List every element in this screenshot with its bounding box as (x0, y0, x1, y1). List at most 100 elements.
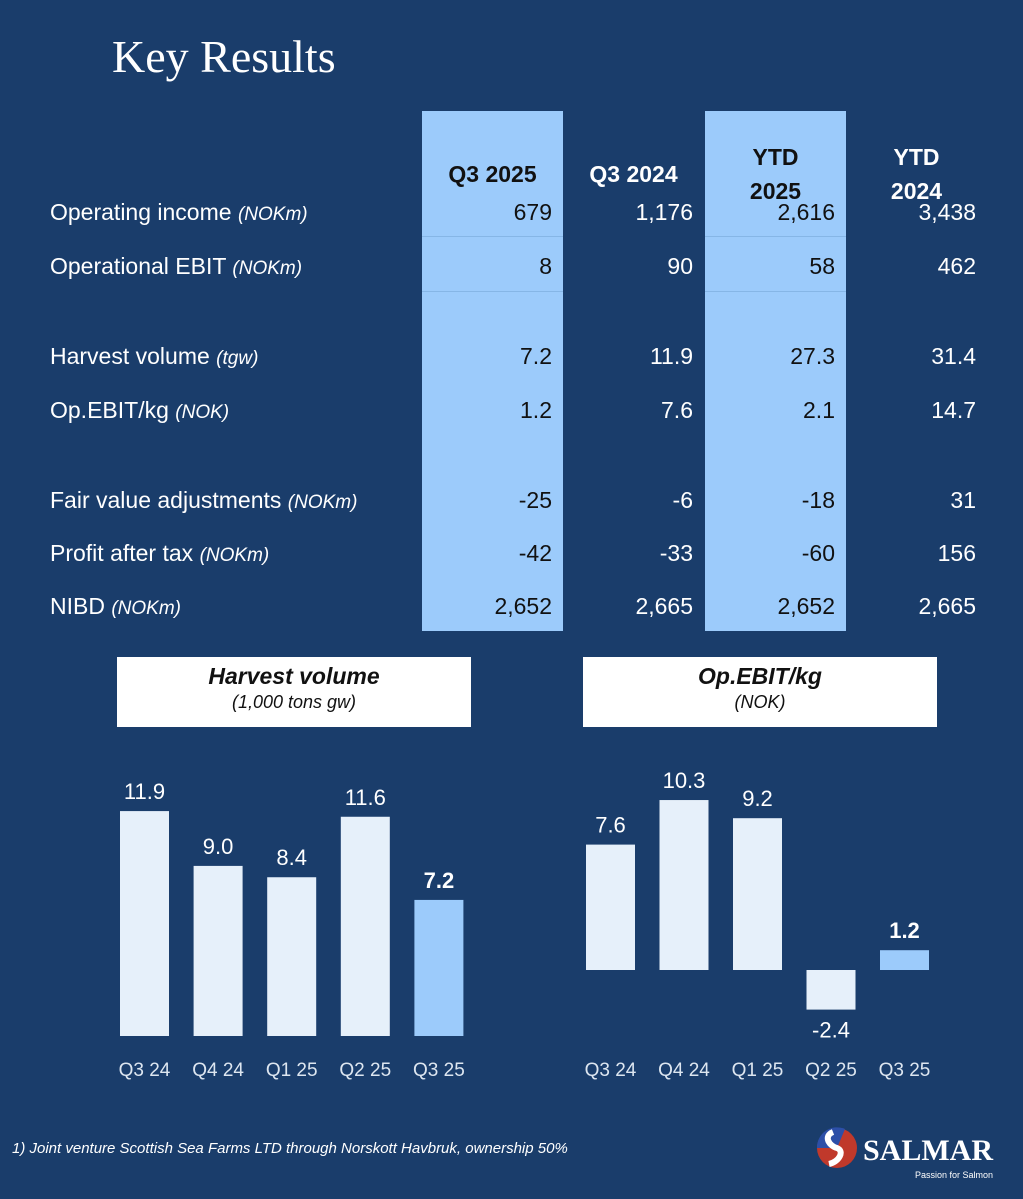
svg-text:Passion for Salmon: Passion for Salmon (915, 1170, 993, 1180)
table-row: Operating income (NOKm) 679 1,176 2,616 3,43… (50, 193, 990, 233)
table-row: NIBD (NOKm) 2,652 2,665 2,652 2,665 (50, 587, 990, 627)
row-unit: (NOKm) (237, 204, 308, 225)
bar (193, 865, 243, 1036)
row-label: Harvest volume (tgw) (50, 343, 258, 370)
row-label: Operating income (NOKm) (50, 199, 308, 226)
category-label: Q1 25 (732, 1060, 784, 1081)
chart-subtitle: (NOK) (734, 692, 786, 712)
svg-text:SALMAR: SALMAR (863, 1134, 993, 1167)
row-unit: (NOKm) (199, 545, 270, 566)
salmar-logo: SALMAR Passion for Salmon (815, 1126, 1005, 1186)
page-title: Key Results (112, 31, 336, 82)
row-unit: (tgw) (216, 348, 259, 369)
row-value: 2,652 (494, 593, 552, 619)
row-value: 90 (667, 253, 693, 279)
row-value: 31.4 (931, 343, 976, 369)
row-label-text: Operational EBIT (50, 253, 227, 279)
bar (880, 950, 929, 970)
row-label-text: Profit after tax (50, 540, 194, 566)
row-value: 8 (539, 253, 552, 279)
row-label-text: Fair value adjustments (50, 487, 282, 513)
bar (586, 844, 635, 970)
category-label: Q3 24 (119, 1060, 171, 1081)
chart-subtitle: (1,000 tons gw) (231, 692, 357, 712)
row-label: Fair value adjustments (NOKm) (50, 487, 357, 514)
table-row: Fair value adjustments (NOKm) -25 -6 -18 31 (50, 481, 990, 521)
row-value: 1,176 (635, 199, 693, 225)
row-unit: (NOKm) (287, 492, 358, 513)
row-value: 462 (937, 253, 976, 279)
chart-title: Harvest volume (208, 663, 380, 689)
row-unit: (NOK) (175, 402, 230, 423)
category-label: Q3 25 (413, 1060, 465, 1081)
row-label: Op.EBIT/kg (NOK) (50, 397, 229, 424)
bar (806, 970, 856, 1010)
bar (414, 899, 464, 1036)
row-value: 58 (809, 253, 835, 279)
row-value: 11.9 (649, 343, 693, 369)
harvest-volume-title-box: Harvest volume (1,000 tons gw) (117, 657, 471, 727)
data-label: 8.4 (276, 845, 307, 870)
row-unit: (NOKm) (232, 258, 303, 279)
row-value: 2,665 (918, 593, 976, 619)
bar (267, 877, 317, 1036)
row-label-text: Harvest volume (50, 343, 210, 369)
category-label: Q2 25 (339, 1060, 391, 1081)
category-label: Q3 24 (585, 1060, 637, 1081)
row-value: 14.7 (931, 397, 976, 423)
row-value: 2.1 (803, 397, 835, 423)
highlight-column-q3-2025 (422, 111, 563, 631)
data-label: 1.2 (889, 918, 920, 943)
bar (340, 816, 390, 1036)
row-label-text: NIBD (50, 593, 105, 619)
row-unit: (NOKm) (111, 598, 181, 619)
table-row: Profit after tax (NOKm) -42 -33 -60 156 (50, 534, 990, 574)
row-value: -33 (659, 540, 693, 566)
row-value: 27.3 (790, 343, 835, 369)
row-value: 31 (950, 487, 976, 513)
bar (659, 800, 709, 970)
column-header: YTD 2025 (749, 143, 802, 204)
row-value: -18 (801, 487, 835, 513)
row-value: 2,665 (635, 593, 693, 619)
row-label-text: Operating income (50, 199, 232, 225)
row-label-text: Op.EBIT/kg (50, 397, 169, 423)
category-label: Q2 25 (805, 1060, 857, 1081)
category-label: Q4 24 (658, 1060, 710, 1081)
row-value: 7.2 (520, 343, 552, 369)
row-value: 679 (513, 199, 552, 225)
category-label: Q3 25 (879, 1060, 931, 1081)
data-label: 10.3 (663, 768, 706, 793)
data-label: 7.2 (424, 868, 455, 893)
footnote: 1) Joint venture Scottish Sea Farms LTD … (12, 1140, 568, 1157)
column-header: YTD 2024 (890, 143, 943, 204)
row-value: 3,438 (918, 199, 976, 225)
row-value: -42 (518, 540, 552, 566)
bar (120, 811, 169, 1036)
row-label: Profit after tax (NOKm) (50, 540, 269, 567)
data-label: 11.6 (345, 785, 386, 810)
row-label: Operational EBIT (NOKm) (50, 253, 302, 280)
row-value: 1.2 (520, 397, 552, 423)
op-ebit-kg-title-box: Op.EBIT/kg (NOK) (583, 657, 937, 727)
table-row: Op.EBIT/kg (NOK) 1.2 7.6 2.1 14.7 (50, 391, 990, 431)
row-value: -60 (801, 540, 835, 566)
category-label: Q4 24 (192, 1060, 244, 1081)
row-value: -25 (518, 487, 552, 513)
category-label: Q1 25 (266, 1060, 318, 1081)
row-value: 2,652 (777, 593, 835, 619)
row-value: 156 (937, 540, 976, 566)
data-label: 9.2 (742, 786, 773, 811)
row-value: -6 (672, 487, 693, 513)
data-label: 11.9 (124, 779, 165, 804)
highlight-column-ytd-2025 (705, 111, 846, 631)
row-value: 2,616 (777, 199, 835, 225)
row-value: 7.6 (661, 397, 693, 423)
chart-title: Op.EBIT/kg (698, 663, 822, 689)
data-label: 9.0 (203, 834, 234, 859)
data-label: 7.6 (595, 813, 626, 838)
table-row: Harvest volume (tgw) 7.2 11.9 27.3 31.4 (50, 337, 990, 377)
column-header: Q3 2025 (448, 160, 537, 187)
column-header: Q3 2024 (589, 160, 678, 187)
bar (733, 818, 782, 970)
